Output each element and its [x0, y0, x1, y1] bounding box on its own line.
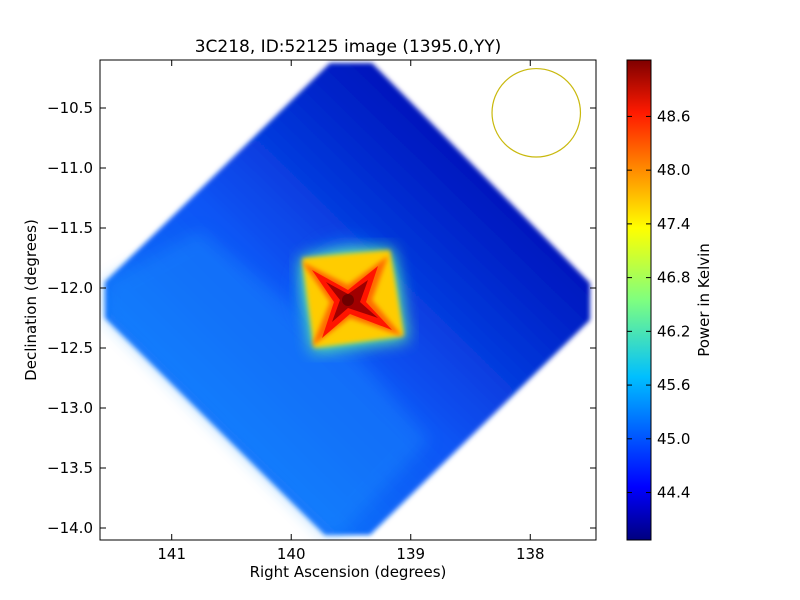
y-tick-label: −11.0	[47, 159, 93, 177]
y-tick-label: −13.0	[47, 399, 93, 417]
y-axis-ticks: −10.5 −11.0 −11.5 −12.0 −12.5 −13.0 −13.5 −14.0	[47, 99, 596, 537]
colorbar: 44.4 45.0 45.6 46.2 46.8 47.4 48.0 48.6 Power i…	[626, 59, 713, 541]
colorbar-ticks: 44.4 45.0 45.6 46.2 46.8 47.4 48.0 48.6	[627, 107, 690, 502]
colorbar-tick-label: 48.0	[657, 161, 690, 179]
colorbar-tick-label: 47.4	[657, 215, 690, 233]
x-tick-label: 139	[396, 545, 425, 563]
y-tick-label: −11.5	[47, 219, 93, 237]
colorbar-tick-label: 45.0	[657, 430, 690, 448]
x-axis-label: Right Ascension (degrees)	[250, 563, 447, 581]
colorbar-tick-label: 46.8	[657, 269, 690, 287]
colorbar-tick-label: 45.6	[657, 376, 690, 394]
x-tick-label: 141	[157, 545, 186, 563]
source-peak	[342, 294, 354, 306]
y-axis-label: Declination (degrees)	[22, 219, 40, 381]
y-tick-label: −14.0	[47, 519, 93, 537]
colorbar-label: Power in Kelvin	[695, 243, 713, 357]
y-tick-label: −10.5	[47, 99, 93, 117]
colorbar-gradient	[626, 59, 652, 541]
colorbar-tick-label: 48.6	[657, 107, 690, 125]
beam-circle	[491, 67, 582, 158]
image-field-shade	[105, 230, 430, 535]
x-tick-label: 140	[277, 545, 306, 563]
chart-title: 3C218, ID:52125 image (1395.0,YY)	[195, 37, 502, 57]
y-tick-label: −12.0	[47, 279, 93, 297]
axes-frame	[99, 59, 597, 541]
colorbar-tick-label: 44.4	[657, 484, 690, 502]
plot-area	[105, 63, 590, 535]
x-tick-label: 138	[516, 545, 545, 563]
colorbar-tick-label: 46.2	[657, 322, 690, 340]
y-tick-label: −13.5	[47, 459, 93, 477]
y-tick-label: −12.5	[47, 339, 93, 357]
x-axis-ticks: 141 140 139 138	[157, 60, 545, 563]
